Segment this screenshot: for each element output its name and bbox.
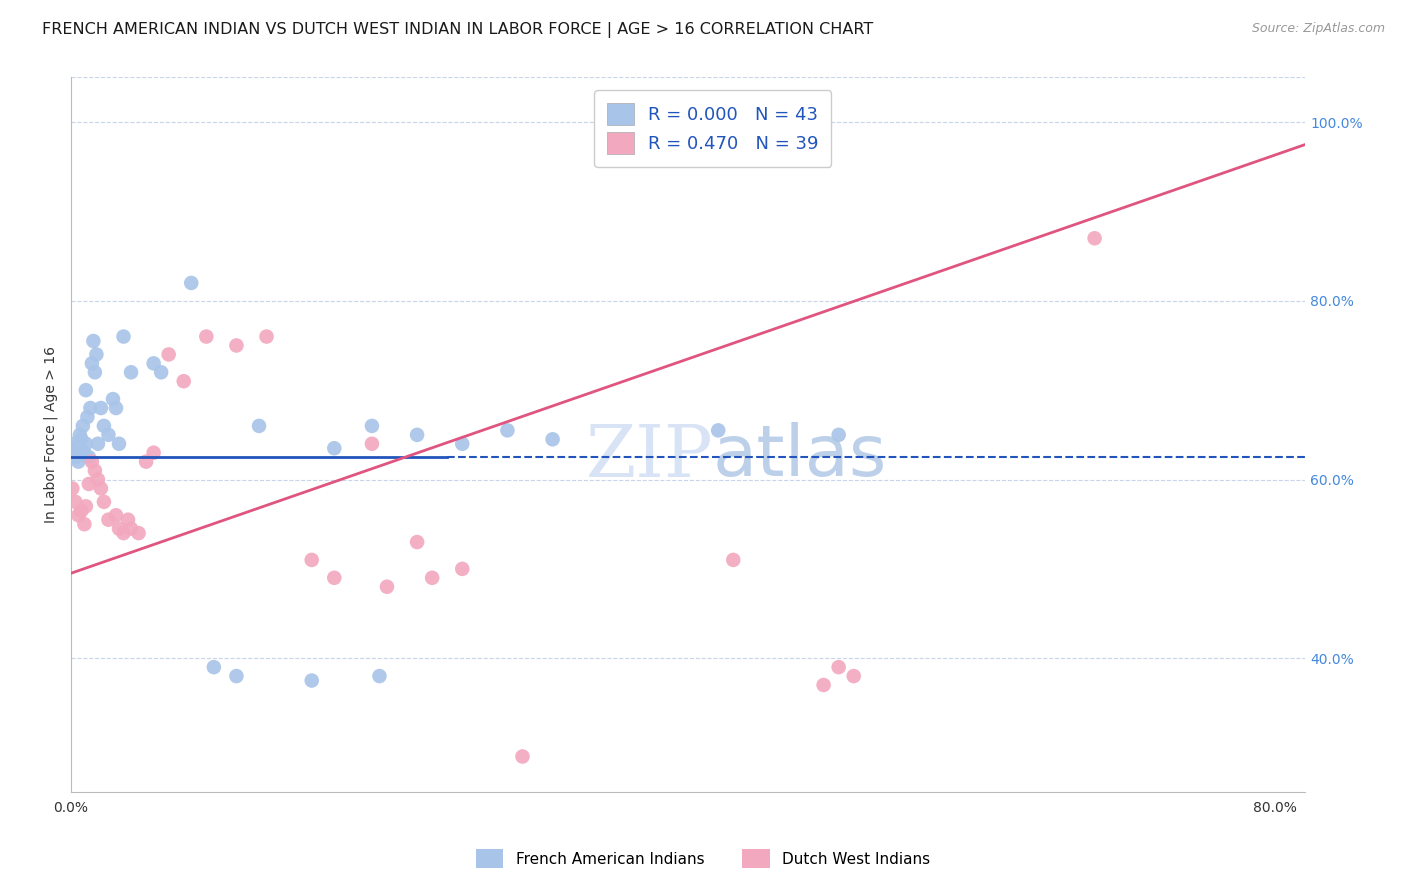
Point [406,535,429,549]
Point [180,276,202,290]
Point [361,436,384,450]
Point [195,329,218,343]
Text: atlas: atlas [713,422,887,491]
Y-axis label: In Labor Force | Age > 16: In Labor Force | Age > 16 [44,346,58,524]
Point [80,455,103,469]
Point [135,455,157,469]
Point [70,504,93,518]
Point [120,522,142,536]
Point [842,669,865,683]
Legend: R = 0.000   N = 43, R = 0.470   N = 39: R = 0.000 N = 43, R = 0.470 N = 39 [595,90,831,167]
Point [69,427,91,442]
Point [104,401,127,415]
Point [108,436,131,450]
Point [256,329,278,343]
Point [77,477,100,491]
Point [1084,231,1107,245]
Point [128,526,150,541]
Point [67,455,90,469]
Point [142,446,165,460]
Point [97,513,120,527]
Point [67,508,90,523]
Point [173,374,195,388]
Point [142,356,165,370]
Point [496,423,519,437]
Point [90,482,112,496]
Point [80,356,103,370]
Point [73,446,96,460]
Point [707,423,730,437]
Point [827,427,849,442]
Point [225,669,247,683]
Text: FRENCH AMERICAN INDIAN VS DUTCH WEST INDIAN IN LABOR FORCE | AGE > 16 CORRELATIO: FRENCH AMERICAN INDIAN VS DUTCH WEST IND… [42,22,873,38]
Point [82,334,104,348]
Point [86,347,108,361]
Point [420,571,443,585]
Point [120,365,142,379]
Point [60,442,83,456]
Point [83,365,105,379]
Point [150,365,173,379]
Text: Source: ZipAtlas.com: Source: ZipAtlas.com [1251,22,1385,36]
Point [827,660,849,674]
Point [112,329,135,343]
Point [112,526,135,541]
Point [60,482,83,496]
Point [301,553,323,567]
Point [117,513,139,527]
Point [75,500,97,514]
Point [202,660,225,674]
Point [79,401,101,415]
Point [93,418,115,433]
Point [723,553,745,567]
Point [368,669,391,683]
Point [361,418,384,433]
Point [87,473,110,487]
Point [451,436,474,450]
Point [813,678,835,692]
Point [75,436,97,450]
Point [108,522,131,536]
Point [101,392,124,406]
Point [83,464,105,478]
Point [93,495,115,509]
Legend: French American Indians, Dutch West Indians: French American Indians, Dutch West Indi… [468,841,938,875]
Point [90,401,112,415]
Point [323,442,346,456]
Point [301,673,323,688]
Point [323,571,346,585]
Point [406,427,429,442]
Point [76,409,98,424]
Point [541,432,564,446]
Point [73,517,96,532]
Point [97,427,120,442]
Point [87,436,110,450]
Point [72,418,94,433]
Point [225,338,247,352]
Point [63,436,86,450]
Point [77,450,100,465]
Point [65,450,87,465]
Point [66,446,89,460]
Point [375,580,398,594]
Point [75,383,97,397]
Text: ZIP: ZIP [585,421,713,491]
Point [104,508,127,523]
Point [512,749,534,764]
Point [65,495,87,509]
Point [451,562,474,576]
Point [157,347,180,361]
Point [70,432,93,446]
Point [247,418,270,433]
